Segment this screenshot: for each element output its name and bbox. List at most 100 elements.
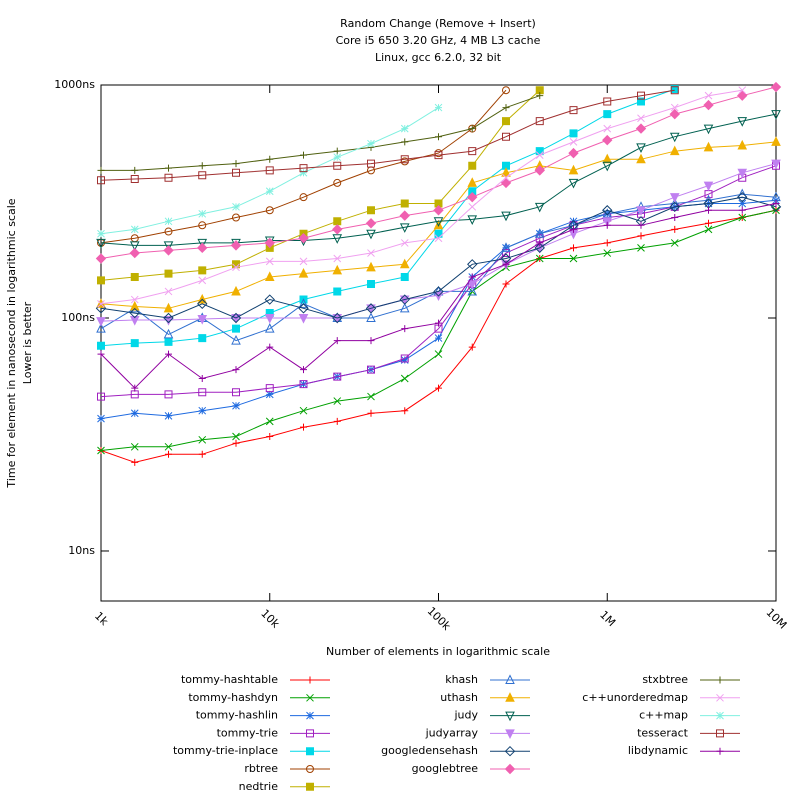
marker [164, 227, 173, 236]
x-tick-label: 10k [258, 607, 282, 631]
marker [669, 145, 680, 156]
marker [163, 302, 174, 313]
marker [333, 161, 342, 170]
marker [232, 401, 240, 410]
marker [164, 269, 173, 278]
marker [130, 295, 139, 304]
legend-marker [306, 676, 314, 684]
marker [266, 343, 274, 351]
marker [366, 312, 376, 322]
marker [400, 155, 409, 164]
marker [704, 91, 713, 100]
marker [130, 442, 139, 451]
marker [230, 312, 242, 324]
marker [298, 268, 309, 278]
y-tick-label: 100ns [61, 311, 95, 324]
marker [365, 303, 377, 314]
series-line [100, 88, 675, 347]
marker [770, 81, 782, 93]
legend-label: khash [445, 673, 478, 686]
marker [299, 168, 308, 177]
marker [704, 190, 713, 199]
legend-marker [504, 763, 516, 775]
legend-label: tommy-hashtable [181, 673, 278, 686]
marker [130, 272, 139, 281]
marker [198, 388, 207, 397]
marker [671, 225, 679, 233]
marker [163, 312, 174, 324]
marker [129, 247, 140, 259]
marker [333, 178, 342, 187]
marker [367, 337, 375, 345]
marker [399, 223, 410, 233]
marker [164, 287, 173, 296]
marker [265, 257, 274, 266]
marker [468, 343, 476, 351]
marker [669, 132, 680, 143]
marker [399, 210, 410, 221]
marker [433, 286, 444, 297]
marker [603, 110, 612, 119]
marker [97, 166, 105, 174]
marker [569, 129, 578, 138]
marker [131, 384, 139, 392]
marker [467, 215, 478, 225]
marker [164, 412, 173, 420]
marker [501, 211, 511, 222]
marker [635, 123, 647, 134]
marker [502, 132, 510, 141]
marker [636, 206, 646, 216]
marker [97, 392, 105, 401]
marker [434, 234, 443, 243]
marker [669, 193, 680, 203]
marker [400, 354, 409, 363]
marker [738, 199, 747, 208]
series-line [100, 89, 675, 181]
marker [637, 97, 645, 106]
marker [198, 450, 206, 458]
marker [603, 97, 612, 106]
marker [602, 161, 613, 172]
legend-marker [504, 745, 516, 757]
marker [367, 392, 375, 401]
marker [367, 279, 376, 288]
marker [400, 272, 409, 281]
marker [737, 139, 748, 150]
marker [737, 90, 748, 101]
marker [367, 365, 376, 374]
marker [636, 143, 646, 153]
marker [502, 86, 511, 95]
marker [703, 141, 714, 152]
marker [164, 217, 173, 226]
series-line [100, 89, 541, 281]
marker [298, 313, 309, 324]
marker [534, 242, 545, 254]
marker [265, 390, 274, 399]
x-axis-label: Number of elements in logarithmic scale [326, 645, 550, 658]
marker [603, 124, 612, 133]
marker [231, 285, 241, 296]
marker [130, 409, 139, 418]
legend-marker [306, 729, 314, 738]
marker [705, 219, 712, 227]
marker [332, 264, 343, 275]
marker [129, 316, 140, 326]
marker [165, 164, 173, 172]
marker [433, 205, 444, 216]
legend-marker [716, 747, 724, 755]
marker [536, 239, 544, 247]
marker [399, 302, 410, 313]
y-axis-label: Time for element in nanosecond in logari… [5, 198, 18, 488]
marker [265, 417, 274, 426]
marker [737, 117, 748, 127]
marker [772, 200, 780, 208]
marker [670, 103, 679, 112]
marker [333, 153, 342, 162]
marker [198, 209, 207, 218]
series-line [100, 165, 777, 398]
marker [131, 458, 139, 466]
marker [265, 166, 274, 175]
marker [265, 206, 274, 215]
marker [534, 202, 545, 213]
legend-marker [716, 676, 724, 684]
